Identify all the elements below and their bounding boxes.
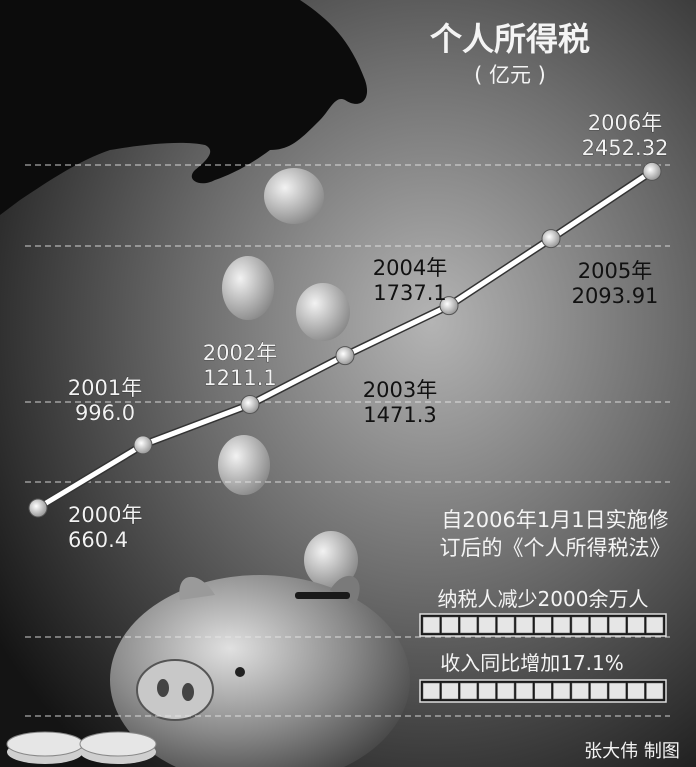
progress-segment <box>627 616 645 634</box>
data-markers <box>28 161 662 518</box>
progress-bar <box>419 679 667 703</box>
note-line-1: 自2006年1月1日实施修 <box>441 508 668 532</box>
progress-segment <box>459 616 478 634</box>
progress-segment <box>553 682 571 700</box>
tick-label: 2005年 <box>578 259 652 283</box>
tick-label: 2001年 <box>68 376 142 400</box>
stat-revenue-text: 收入同比增加17.1% <box>440 651 624 675</box>
tick-label: 2004年 <box>373 256 447 280</box>
progress-segment <box>515 616 533 634</box>
coin <box>264 168 324 224</box>
tick-label: 2000年 <box>68 503 142 527</box>
progress-segment <box>646 616 664 634</box>
coin <box>296 283 350 341</box>
data-label: 1471.3 <box>363 403 436 427</box>
chart-subtitle: ( 亿元 ) <box>474 63 546 87</box>
data-label: 996.0 <box>75 401 135 425</box>
tick-label: 2003年 <box>363 378 437 402</box>
coin <box>304 531 358 589</box>
progress-bar <box>419 613 667 637</box>
tick-label: 2002年 <box>203 341 277 365</box>
stat-taxpayers-text: 纳税人减少2000余万人 <box>438 587 649 611</box>
progress-segment <box>478 682 496 700</box>
progress-segment <box>534 616 552 634</box>
progress-segment <box>553 616 571 634</box>
progress-segment <box>590 682 608 700</box>
data-point <box>335 346 355 366</box>
progress-segment <box>571 682 589 700</box>
tick-label: 2006年 <box>588 111 662 135</box>
progress-segment <box>422 616 440 634</box>
progress-segment <box>646 682 664 700</box>
chart-title: 个人所得税 <box>430 20 590 58</box>
gridlines <box>25 164 670 717</box>
progress-segment <box>515 682 533 700</box>
data-label: 1737.1 <box>373 281 446 305</box>
progress-segment <box>590 616 608 634</box>
data-point <box>541 229 561 249</box>
data-label: 1211.1 <box>203 366 276 390</box>
progress-segment <box>441 616 459 634</box>
progress-segment <box>478 616 496 634</box>
data-label: 660.4 <box>68 528 128 552</box>
coin <box>222 256 274 320</box>
progress-segment <box>627 682 645 700</box>
progress-segment <box>534 682 552 700</box>
data-label: 2452.32 <box>582 136 669 160</box>
hand-silhouette <box>0 0 368 215</box>
data-point <box>28 498 48 518</box>
coin <box>218 435 270 495</box>
progress-segment <box>459 682 478 700</box>
note-line-2: 订后的《个人所得税法》 <box>440 536 671 560</box>
data-point <box>642 161 662 181</box>
data-point <box>133 435 153 455</box>
credit-text: 张大伟 制图 <box>584 741 680 762</box>
progress-segment <box>422 682 440 700</box>
progress-segment <box>441 682 459 700</box>
data-label: 2093.91 <box>572 284 659 308</box>
data-point <box>240 394 260 414</box>
progress-segment <box>571 616 589 634</box>
coin-stack-icon <box>6 731 157 764</box>
progress-segment <box>608 616 627 634</box>
progress-segment <box>497 682 515 700</box>
data-point <box>439 296 459 316</box>
progress-segment <box>608 682 627 700</box>
progress-segment <box>497 616 515 634</box>
piggy-bank-icon <box>110 575 410 767</box>
